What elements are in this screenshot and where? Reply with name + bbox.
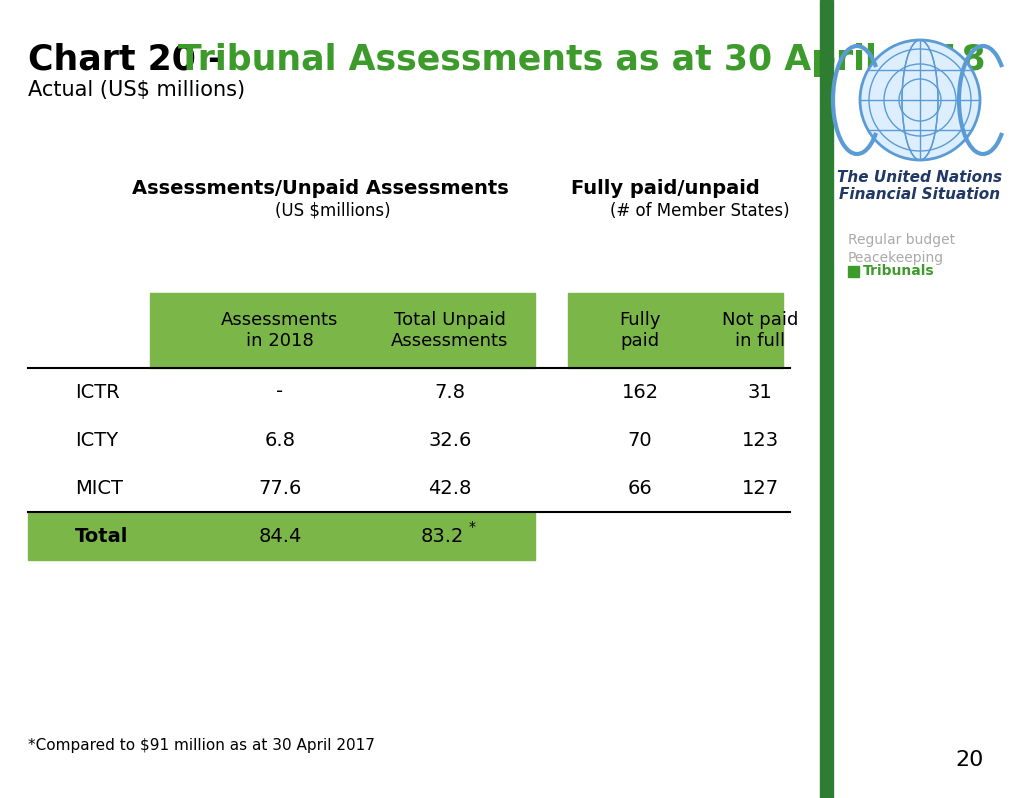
Text: 83.2: 83.2 [420, 527, 464, 546]
Text: Fully paid/unpaid: Fully paid/unpaid [570, 179, 760, 198]
Text: 42.8: 42.8 [428, 479, 472, 497]
Bar [28, 512, 150, 560]
Text: 127: 127 [741, 479, 778, 497]
Text: 162: 162 [622, 382, 658, 401]
Text: Actual (US$ millions): Actual (US$ millions) [28, 80, 245, 100]
Text: 70: 70 [628, 430, 652, 449]
Text: 6.8: 6.8 [264, 430, 296, 449]
Circle shape [860, 40, 980, 160]
Text: 66: 66 [628, 479, 652, 497]
Text: 7.8: 7.8 [434, 382, 466, 401]
Text: MICT: MICT [75, 479, 123, 497]
Text: Total Unpaid
Assessments: Total Unpaid Assessments [391, 311, 509, 350]
Bar [820, 0, 833, 798]
Text: Tribunals: Tribunals [863, 264, 935, 278]
Bar [150, 512, 535, 560]
Text: (# of Member States): (# of Member States) [610, 202, 790, 220]
Text: Fully
paid: Fully paid [620, 311, 660, 350]
Text: Regular budget: Regular budget [848, 233, 955, 247]
Text: 84.4: 84.4 [258, 527, 302, 546]
Text: ICTR: ICTR [75, 382, 120, 401]
Text: (US $millions): (US $millions) [275, 202, 390, 220]
Text: Total: Total [75, 527, 128, 546]
Text: *: * [469, 520, 475, 534]
Text: Assessments/Unpaid Assessments: Assessments/Unpaid Assessments [132, 179, 508, 198]
Bar [568, 293, 783, 368]
Text: 32.6: 32.6 [428, 430, 472, 449]
Text: 20: 20 [955, 750, 984, 770]
Bar [848, 266, 859, 277]
Bar [150, 293, 535, 368]
Text: Chart 20 -: Chart 20 - [28, 43, 234, 77]
Text: 31: 31 [748, 382, 772, 401]
Text: Assessments
in 2018: Assessments in 2018 [221, 311, 339, 350]
Text: Peacekeeping: Peacekeeping [848, 251, 944, 265]
Text: ICTY: ICTY [75, 430, 118, 449]
Text: Not paid
in full: Not paid in full [722, 311, 798, 350]
Text: Tribunal Assessments as at 30 April 2018: Tribunal Assessments as at 30 April 2018 [178, 43, 985, 77]
Text: 77.6: 77.6 [258, 479, 302, 497]
Text: The United Nations
Financial Situation: The United Nations Financial Situation [838, 170, 1002, 203]
Text: *Compared to $91 million as at 30 April 2017: *Compared to $91 million as at 30 April … [28, 738, 375, 753]
Text: -: - [276, 382, 284, 401]
Text: 123: 123 [741, 430, 778, 449]
